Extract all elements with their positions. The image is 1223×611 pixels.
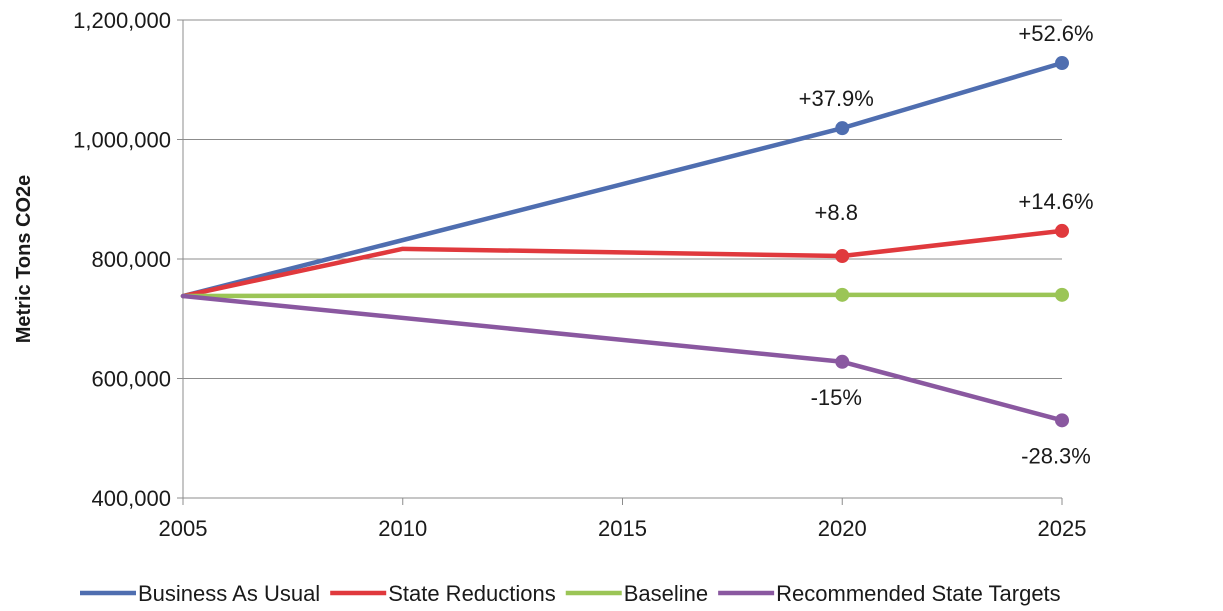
legend-label: State Reductions: [388, 581, 556, 606]
series-line-0: [180, 60, 1065, 299]
data-label: +52.6%: [1018, 21, 1093, 46]
y-tick-label: 400,000: [91, 486, 171, 511]
annotations: +52.6% +37.9% +8.8 +14.6% -15% -28.3%: [799, 21, 1094, 468]
data-label: +37.9%: [799, 86, 874, 111]
data-point-marker: [835, 287, 850, 302]
axes: 400,000 600,000 800,000 1,000,000 1,200,000 2…: [73, 8, 1086, 541]
series-lines: [180, 60, 1065, 423]
data-point-marker: [1055, 56, 1069, 71]
data-label: +14.6%: [1018, 189, 1093, 214]
data-point-marker: [835, 121, 850, 136]
x-tick-label: 2015: [598, 516, 647, 541]
x-tick-label: 2025: [1038, 516, 1087, 541]
data-point-marker: [835, 249, 850, 264]
y-axis-label: Metric Tons CO2e: [13, 175, 35, 344]
legend-label: Baseline: [624, 581, 708, 606]
data-point-marker: [1055, 287, 1069, 302]
series-line-3: [180, 293, 1065, 423]
data-label: +8.8: [815, 200, 858, 225]
data-point-marker: [1055, 413, 1069, 428]
series-line-1: [180, 228, 1065, 299]
data-point-marker: [1055, 223, 1069, 238]
series-line-2: [180, 292, 1065, 299]
legend-label: Business As Usual: [138, 581, 320, 606]
x-tick-label: 2005: [159, 516, 208, 541]
y-tick-label: 1,000,000: [73, 128, 171, 153]
y-tick-label: 1,200,000: [73, 8, 171, 33]
gridlines: [177, 19, 1062, 499]
legend: Business As Usual State Reductions Baselin…: [80, 581, 1061, 606]
data-label: -28.3%: [1021, 443, 1091, 468]
data-label: -15%: [811, 385, 862, 410]
x-tick-label: 2020: [818, 516, 867, 541]
x-tick-label: 2010: [378, 516, 427, 541]
legend-label: Recommended State Targets: [776, 581, 1061, 606]
y-tick-label: 600,000: [91, 367, 171, 392]
data-point-marker: [835, 354, 850, 369]
series-markers: [835, 56, 1069, 428]
y-tick-label: 800,000: [91, 247, 171, 272]
